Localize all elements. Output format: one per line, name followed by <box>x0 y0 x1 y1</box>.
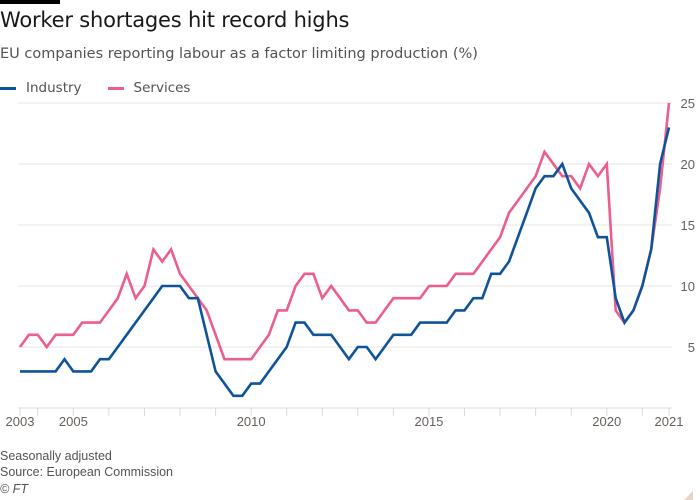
footnote-seasonally-adjusted: Seasonally adjusted <box>0 449 112 463</box>
legend-item-services: Services <box>107 80 191 96</box>
gridlines <box>18 102 672 348</box>
legend-label-industry: Industry <box>26 80 82 96</box>
series-line-services <box>18 102 671 361</box>
y-tick-label: 25 <box>681 96 695 111</box>
series-line-industry <box>20 127 671 398</box>
resize-handle-icon <box>684 491 693 500</box>
chart-title: Worker shortages hit record highs <box>0 8 350 32</box>
x-tick-label: 2015 <box>414 414 443 429</box>
y-tick-label: 20 <box>681 157 695 172</box>
legend-label-services: Services <box>133 80 191 96</box>
x-axis: 2003 2005 2010 2015 2020 2021 <box>6 407 684 429</box>
legend-swatch-industry <box>0 86 16 90</box>
x-tick-label: 2010 <box>237 414 266 429</box>
y-tick-label: 10 <box>681 279 695 294</box>
legend: Industry Services <box>0 80 190 96</box>
y-tick-label: 15 <box>681 218 695 233</box>
legend-swatch-services <box>107 86 124 90</box>
series-lines <box>18 102 671 398</box>
x-tick-label: 2021 <box>655 414 684 429</box>
ft-top-bar <box>0 0 60 4</box>
source-note: Source: European Commission <box>0 465 173 479</box>
ft-credit: © FT <box>0 482 28 496</box>
chart-subtitle: EU companies reporting labour as a facto… <box>0 46 478 62</box>
y-tick-label: 5 <box>688 340 695 355</box>
legend-item-industry: Industry <box>0 80 82 96</box>
x-tick-label: 2020 <box>592 414 621 429</box>
line-chart: 5 10 15 20 25 2003 2005 2010 2015 2020 2021 <box>6 96 695 429</box>
y-axis: 5 10 15 20 25 <box>681 96 695 355</box>
x-tick-label: 2005 <box>59 414 88 429</box>
x-tick-label: 2003 <box>6 414 35 429</box>
